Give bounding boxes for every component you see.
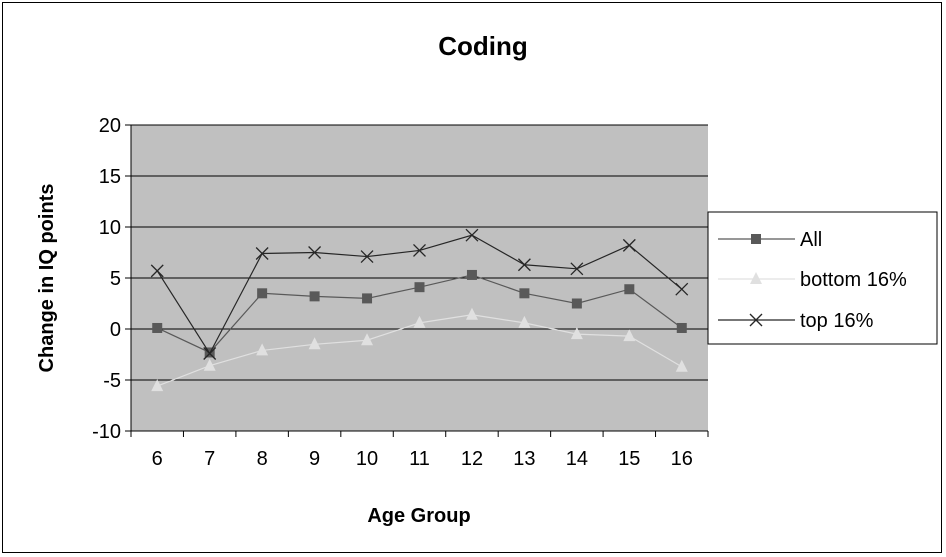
x-tick-label: 8 bbox=[257, 448, 268, 470]
legend-item: All bbox=[718, 229, 822, 251]
data-point-square bbox=[414, 282, 425, 293]
data-point-triangle bbox=[361, 333, 374, 346]
data-point-x bbox=[675, 282, 689, 296]
series-top-16- bbox=[150, 228, 689, 360]
data-point-triangle bbox=[308, 337, 321, 350]
y-tick-label: -10 bbox=[92, 421, 121, 443]
data-point-square bbox=[519, 288, 530, 299]
series-all bbox=[152, 269, 687, 358]
chart-title: Coding bbox=[438, 31, 528, 61]
x-tick-label: 7 bbox=[204, 448, 215, 470]
x-tick-label: 15 bbox=[618, 448, 640, 470]
legend-label: All bbox=[800, 229, 822, 251]
data-point-x bbox=[413, 244, 426, 257]
y-tick-label: 10 bbox=[99, 217, 121, 239]
data-point-x bbox=[517, 258, 531, 272]
x-tick-label: 16 bbox=[671, 448, 693, 470]
data-point-square bbox=[362, 293, 373, 304]
data-point-triangle bbox=[675, 359, 688, 372]
x-tick-label: 6 bbox=[152, 448, 163, 470]
x-tick-label: 11 bbox=[409, 448, 430, 470]
y-tick-label: 0 bbox=[110, 319, 121, 341]
x-axis-label: Age Group bbox=[367, 505, 470, 527]
data-point-x bbox=[570, 262, 584, 276]
data-point-x bbox=[622, 238, 636, 252]
data-point-square bbox=[466, 269, 477, 280]
series-layer bbox=[150, 228, 689, 392]
data-point-x bbox=[203, 347, 217, 360]
data-point-x bbox=[150, 264, 164, 278]
legend-label: top 16% bbox=[800, 310, 874, 332]
x-tick-label: 12 bbox=[461, 448, 483, 470]
data-point-square bbox=[571, 298, 582, 309]
gridlines bbox=[131, 124, 708, 432]
y-axis-ticks: -10 -5 0 5 10 15 20 bbox=[92, 115, 131, 443]
data-point-triangle bbox=[465, 307, 478, 320]
data-point-triangle bbox=[256, 343, 269, 356]
x-tick-label: 9 bbox=[309, 448, 320, 470]
data-point-square bbox=[751, 234, 761, 244]
data-point-square bbox=[309, 291, 320, 302]
x-tick-label: 10 bbox=[356, 448, 378, 470]
data-point-triangle bbox=[203, 358, 216, 371]
data-point-square bbox=[624, 284, 635, 295]
legend-item: top 16% bbox=[718, 310, 874, 332]
x-axis-ticks: 6 7 8 9 10 11 12 13 14 15 16 bbox=[130, 431, 709, 470]
data-point-x bbox=[308, 246, 322, 259]
data-point-triangle bbox=[151, 379, 164, 392]
data-point-x bbox=[465, 228, 479, 242]
x-tick-label: 13 bbox=[513, 448, 535, 470]
data-point-x bbox=[360, 250, 374, 264]
data-point-triangle bbox=[518, 315, 531, 328]
series-bottom-16- bbox=[151, 307, 688, 392]
data-point-square bbox=[676, 322, 687, 333]
legend-box bbox=[707, 211, 938, 345]
y-tick-label: 15 bbox=[99, 166, 121, 188]
legend-label: bottom 16% bbox=[800, 269, 907, 291]
data-point-square bbox=[152, 322, 163, 333]
y-tick-label: 5 bbox=[110, 268, 121, 290]
legend: All bottom 16% top 16% bbox=[707, 211, 938, 345]
legend-item: bottom 16% bbox=[718, 269, 907, 291]
data-point-x bbox=[255, 247, 269, 260]
data-point-triangle bbox=[750, 272, 762, 284]
data-point-square bbox=[257, 288, 268, 299]
x-tick-label: 14 bbox=[566, 448, 588, 470]
y-axis-label: Change in IQ points bbox=[36, 184, 58, 373]
y-tick-label: 20 bbox=[99, 115, 121, 137]
y-tick-label: -5 bbox=[103, 370, 121, 392]
data-point-triangle bbox=[623, 329, 636, 342]
data-point-triangle bbox=[413, 315, 426, 328]
data-point-triangle bbox=[570, 327, 583, 340]
data-point-x bbox=[749, 313, 763, 327]
